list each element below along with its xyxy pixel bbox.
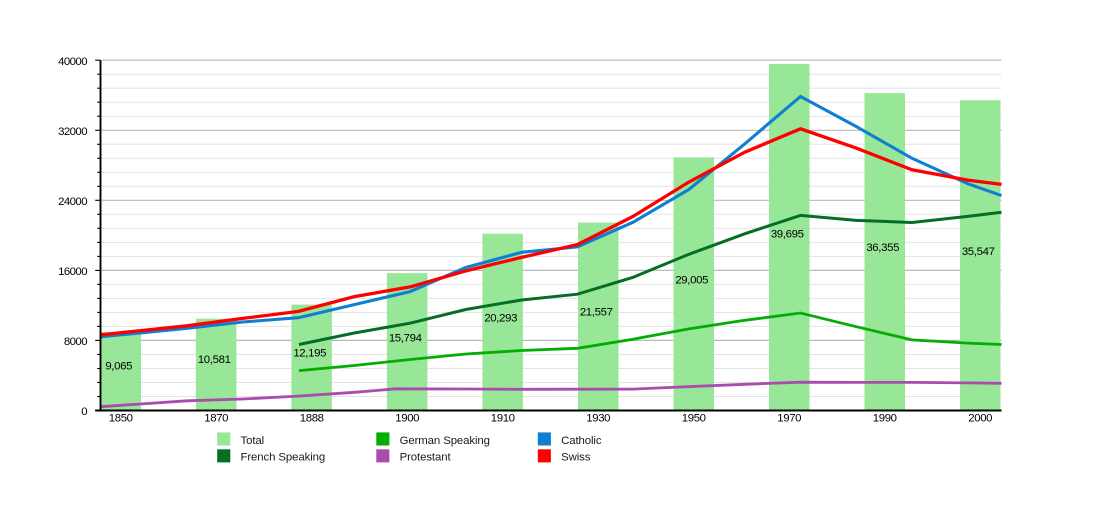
svg-text:8000: 8000: [64, 336, 87, 348]
svg-text:35,547: 35,547: [962, 246, 995, 258]
svg-text:21,557: 21,557: [580, 307, 613, 319]
svg-text:15,794: 15,794: [389, 332, 422, 344]
svg-text:0: 0: [81, 406, 87, 418]
svg-text:10,581: 10,581: [198, 354, 231, 366]
svg-text:32000: 32000: [58, 126, 87, 138]
svg-text:1990: 1990: [873, 412, 897, 424]
svg-text:9,065: 9,065: [105, 360, 132, 372]
svg-text:29,005: 29,005: [675, 275, 708, 287]
svg-text:1910: 1910: [491, 412, 515, 424]
svg-text:1970: 1970: [777, 412, 801, 424]
svg-text:French Speaking: French Speaking: [241, 452, 326, 464]
svg-text:24000: 24000: [58, 196, 87, 208]
svg-text:Catholic: Catholic: [561, 435, 602, 447]
svg-text:36,355: 36,355: [866, 242, 899, 254]
svg-text:16000: 16000: [58, 266, 87, 278]
svg-text:1850: 1850: [109, 412, 133, 424]
svg-text:40000: 40000: [58, 56, 87, 68]
svg-text:1888: 1888: [300, 412, 324, 424]
svg-text:Total: Total: [241, 435, 265, 447]
svg-text:2000: 2000: [968, 412, 992, 424]
svg-text:Protestant: Protestant: [400, 452, 452, 464]
svg-text:1900: 1900: [395, 412, 419, 424]
svg-text:39,695: 39,695: [771, 229, 804, 241]
svg-text:German Speaking: German Speaking: [400, 435, 490, 447]
svg-text:12,195: 12,195: [293, 347, 326, 359]
svg-text:Swiss: Swiss: [561, 452, 591, 464]
svg-text:20,293: 20,293: [484, 313, 517, 325]
svg-text:1930: 1930: [586, 412, 610, 424]
svg-text:1950: 1950: [682, 412, 706, 424]
svg-text:1870: 1870: [204, 412, 228, 424]
